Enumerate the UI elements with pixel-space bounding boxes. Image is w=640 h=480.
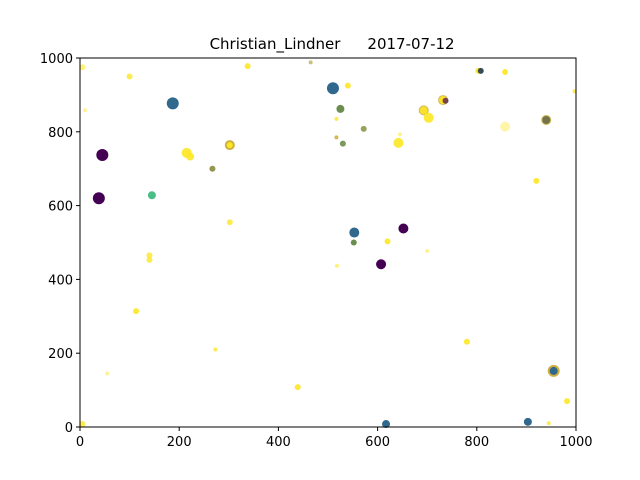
scatter-point bbox=[382, 420, 391, 429]
y-tick-label: 200 bbox=[48, 347, 73, 362]
x-tick-label: 200 bbox=[167, 435, 192, 450]
y-axis: 0 200 400 600 800 1000 bbox=[40, 52, 80, 436]
scatter-point bbox=[334, 135, 339, 140]
scatter-point bbox=[308, 60, 313, 65]
scatter-point bbox=[294, 384, 301, 391]
scatter-point bbox=[425, 248, 430, 253]
chart-title-name: Christian_Lindner bbox=[210, 35, 342, 54]
scatter-point bbox=[186, 152, 195, 161]
scatter-point bbox=[244, 63, 251, 70]
scatter-point bbox=[126, 73, 133, 80]
scatter-point bbox=[213, 347, 218, 352]
scatter-point bbox=[326, 82, 339, 95]
scatter-point bbox=[384, 238, 391, 245]
scatter-point bbox=[336, 104, 345, 113]
scatter-point bbox=[423, 112, 434, 123]
scatter-point bbox=[146, 252, 153, 259]
scatter-point bbox=[477, 67, 484, 74]
x-tick-label: 600 bbox=[365, 435, 390, 450]
scatter-point bbox=[147, 191, 156, 200]
scatter-point bbox=[500, 121, 511, 132]
scatter-point bbox=[344, 82, 351, 89]
scatter-point bbox=[79, 64, 86, 71]
scatter-point bbox=[133, 308, 140, 315]
scatter-point bbox=[339, 140, 346, 147]
x-tick-label: 400 bbox=[266, 435, 291, 450]
scatter-point bbox=[502, 69, 509, 76]
scatter-point bbox=[226, 219, 233, 226]
scatter-point bbox=[549, 366, 558, 375]
scatter-point bbox=[397, 132, 402, 137]
y-tick-label: 600 bbox=[48, 200, 73, 215]
scatter-point bbox=[209, 165, 216, 172]
scatter-point bbox=[542, 115, 551, 124]
scatter-point bbox=[376, 259, 387, 270]
scatter-point bbox=[523, 417, 532, 426]
scatter-point bbox=[442, 97, 449, 104]
chart-title-date: 2017-07-12 bbox=[367, 35, 454, 53]
scatter-point bbox=[360, 125, 367, 132]
scatter-point bbox=[533, 177, 540, 184]
scatter-point bbox=[105, 371, 110, 376]
scatter-point bbox=[146, 256, 153, 263]
scatter-point bbox=[96, 149, 109, 162]
scatter-point bbox=[334, 263, 339, 268]
y-tick-label: 0 bbox=[65, 421, 73, 436]
scatter-point bbox=[166, 97, 179, 110]
scatter-point bbox=[92, 192, 105, 205]
y-tick-label: 800 bbox=[48, 126, 73, 141]
scatter-point bbox=[226, 142, 233, 149]
scatter-point bbox=[419, 106, 428, 115]
x-tick-label: 0 bbox=[76, 435, 84, 450]
scatter-point bbox=[82, 108, 87, 113]
y-tick-label: 1000 bbox=[40, 52, 73, 67]
x-tick-label: 800 bbox=[464, 435, 489, 450]
scatter-point bbox=[334, 116, 339, 121]
scatter-point bbox=[463, 338, 470, 345]
plot-area-frame bbox=[79, 57, 577, 428]
x-axis: 0 200 400 600 800 1000 bbox=[76, 427, 593, 450]
points-layer bbox=[79, 60, 577, 429]
scatter-point bbox=[398, 223, 409, 234]
scatter-point bbox=[349, 227, 360, 238]
scatter-point bbox=[564, 398, 571, 405]
scatter-point bbox=[393, 137, 404, 148]
scatter-point bbox=[350, 239, 357, 246]
x-tick-label: 1000 bbox=[559, 435, 592, 450]
scatter-point bbox=[546, 421, 551, 426]
scatter-point bbox=[79, 421, 86, 428]
y-tick-label: 400 bbox=[48, 273, 73, 288]
